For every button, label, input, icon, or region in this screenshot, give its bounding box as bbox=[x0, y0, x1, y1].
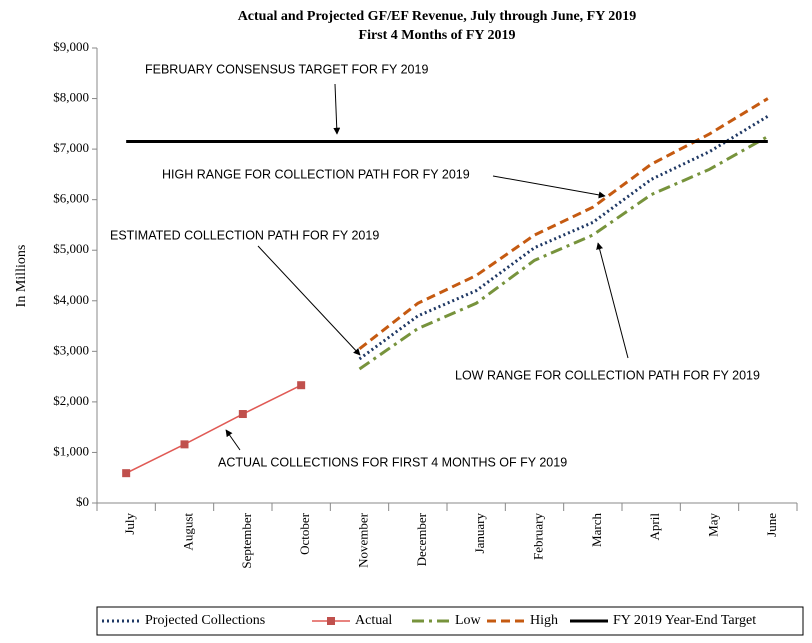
y-tick-label: $0 bbox=[76, 494, 89, 509]
y-tick-label: $9,000 bbox=[53, 39, 89, 54]
series-marker bbox=[297, 381, 306, 390]
legend-marker bbox=[327, 617, 335, 625]
series-line bbox=[358, 135, 769, 371]
y-tick-label: $5,000 bbox=[53, 241, 89, 256]
series-marker bbox=[180, 440, 189, 449]
legend-label: Actual bbox=[355, 613, 392, 628]
y-tick-label: $1,000 bbox=[53, 443, 89, 458]
series-marker bbox=[238, 410, 247, 419]
series-line bbox=[125, 384, 302, 474]
y-tick-label: $2,000 bbox=[53, 393, 89, 408]
series-line bbox=[358, 97, 769, 350]
annotation: HIGH RANGE FOR COLLECTION PATH FOR FY 20… bbox=[162, 167, 470, 181]
x-tick-label: December bbox=[414, 512, 429, 566]
legend-label: FY 2019 Year-End Target bbox=[613, 613, 756, 628]
x-tick-label: August bbox=[180, 513, 195, 551]
x-tick-label: June bbox=[764, 513, 779, 537]
annotation: ACTUAL COLLECTIONS FOR FIRST 4 MONTHS OF… bbox=[218, 455, 567, 469]
x-tick-label: January bbox=[472, 513, 487, 554]
x-tick-label: September bbox=[239, 512, 254, 568]
y-tick-label: $8,000 bbox=[53, 90, 89, 105]
annotation: LOW RANGE FOR COLLECTION PATH FOR FY 201… bbox=[455, 368, 760, 382]
x-tick-label: April bbox=[647, 513, 662, 541]
x-tick-label: March bbox=[589, 513, 604, 547]
chart-title: Actual and Projected GF/EF Revenue, July… bbox=[238, 9, 637, 24]
annotation: FEBRUARY CONSENSUS TARGET FOR FY 2019 bbox=[145, 62, 428, 76]
annotation: ESTIMATED COLLECTION PATH FOR FY 2019 bbox=[110, 228, 379, 242]
series-marker bbox=[122, 469, 131, 478]
y-tick-label: $7,000 bbox=[53, 140, 89, 155]
y-tick-label: $4,000 bbox=[53, 292, 89, 307]
annotation-arrow bbox=[333, 83, 341, 135]
legend-label: Low bbox=[455, 613, 482, 628]
series-line bbox=[358, 114, 769, 361]
x-tick-label: October bbox=[297, 512, 312, 555]
legend-label: Projected Collections bbox=[145, 613, 265, 628]
legend-box bbox=[96, 606, 804, 636]
annotation-arrow bbox=[596, 242, 629, 359]
annotation-arrow bbox=[492, 175, 606, 199]
x-tick-label: February bbox=[530, 513, 545, 560]
chart-subtitle: First 4 Months of FY 2019 bbox=[359, 28, 516, 43]
annotation-arrow bbox=[225, 429, 241, 451]
y-tick-label: $3,000 bbox=[53, 342, 89, 357]
y-tick-label: $6,000 bbox=[53, 191, 89, 206]
y-axis-label: In Millions bbox=[14, 245, 29, 308]
legend-label: High bbox=[530, 613, 558, 628]
x-tick-label: July bbox=[122, 513, 137, 535]
annotation-arrow bbox=[257, 245, 361, 356]
x-tick-label: November bbox=[355, 512, 370, 568]
x-tick-label: May bbox=[705, 513, 720, 537]
